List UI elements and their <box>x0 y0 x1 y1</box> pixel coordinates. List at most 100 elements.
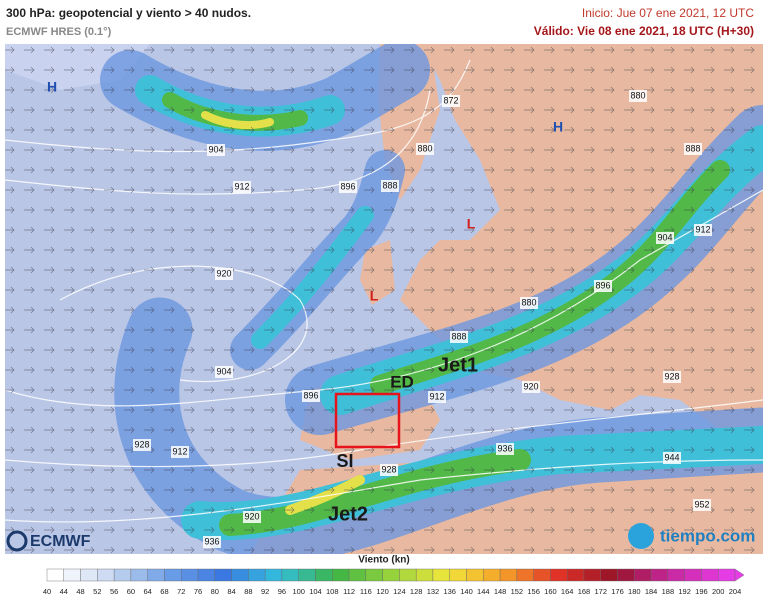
contour-label-bg <box>684 143 702 155</box>
colorbar-tick-label: 148 <box>494 587 507 596</box>
colorbar-tick-label: 204 <box>729 587 742 596</box>
contour-label: 920 <box>216 268 231 278</box>
colorbar-tick-label: 120 <box>376 587 389 596</box>
colorbar-tick-label: 48 <box>76 587 84 596</box>
colorbar-cell <box>382 568 400 582</box>
annotation: SI <box>336 451 353 471</box>
colorbar-tick-label: 40 <box>43 587 51 596</box>
ecmwf-text: ECMWF <box>30 533 91 550</box>
colorbar-cell <box>181 568 199 582</box>
colorbar-tick-label: 144 <box>477 587 490 596</box>
contour-label: 896 <box>303 390 318 400</box>
colorbar-tick-label: 176 <box>611 587 624 596</box>
contour-label-bg <box>339 181 357 193</box>
colorbar-tick-label: 64 <box>144 587 152 596</box>
colorbar-cell <box>80 568 98 582</box>
colorbar-tick-label: 72 <box>177 587 185 596</box>
contour-label: 952 <box>694 499 709 509</box>
colorbar-cell <box>332 568 350 582</box>
contour-label: 912 <box>429 391 444 401</box>
colorbar-cell <box>499 568 518 582</box>
colorbar-tick-label: 124 <box>393 587 406 596</box>
tiempo-text: tiempo.com <box>660 526 755 545</box>
contour-label-bg <box>302 390 320 402</box>
colorbar-tick-label: 60 <box>127 587 135 596</box>
colorbar-tick-label: 184 <box>645 587 658 596</box>
colorbar-cell <box>281 568 299 582</box>
colorbar-cell <box>399 568 417 582</box>
annotation: ED <box>390 372 414 391</box>
colorbar-tick-label: 108 <box>326 587 339 596</box>
contour-label: 920 <box>523 381 538 391</box>
contour-label-bg <box>243 511 261 523</box>
colorbar-tick-label: 92 <box>261 587 269 596</box>
contour-label-bg <box>693 499 711 511</box>
colorbar-cell <box>583 568 601 582</box>
colorbar-tick-label: 192 <box>678 587 691 596</box>
pressure-center: H <box>47 79 57 95</box>
colorbar-cell <box>650 568 669 582</box>
contour-label: 928 <box>134 439 149 449</box>
colorbar-cell <box>533 568 551 582</box>
colorbar-tick-label: 80 <box>211 587 219 596</box>
colorbar-tick-label: 128 <box>410 587 423 596</box>
colorbar-tick-label: 68 <box>160 587 168 596</box>
colorbar-tick-label: 168 <box>578 587 591 596</box>
contour-label: 872 <box>443 95 458 105</box>
start-time: Inicio: Jue 07 ene 2021, 12 UTC <box>582 6 754 20</box>
colorbar-cell <box>550 568 568 582</box>
contour-label: 920 <box>244 511 259 521</box>
legend-title: Viento (kn) <box>358 555 409 566</box>
colorbar-cell <box>667 568 685 582</box>
ecmwf-logo: ECMWF <box>6 530 91 552</box>
colorbar-tick-label: 88 <box>244 587 252 596</box>
colorbar-tick-label: 136 <box>443 587 456 596</box>
contour-label: 904 <box>216 366 231 376</box>
colorbar-cell <box>432 568 450 582</box>
contour-label-bg <box>215 268 233 280</box>
contour-label-bg <box>450 331 468 343</box>
colorbar-cell <box>348 568 367 582</box>
contour-label: 904 <box>657 232 672 242</box>
pressure-center: H <box>553 119 563 135</box>
colorbar-tick-label: 200 <box>712 587 725 596</box>
colorbar-cell <box>248 568 266 582</box>
colorbar-cell <box>264 568 283 582</box>
colorbar-cell <box>113 568 132 582</box>
colorbar-cell <box>197 568 216 582</box>
contour-label-bg <box>233 181 251 193</box>
colorbar-cell <box>449 568 467 582</box>
contour-label-bg <box>171 446 189 458</box>
colorbar-cell <box>566 568 585 582</box>
pressure-center: L <box>467 216 476 232</box>
contour-label-bg <box>520 297 538 309</box>
contour-label: 888 <box>451 331 466 341</box>
contour-label-bg <box>663 371 681 383</box>
contour-label-bg <box>442 95 460 107</box>
colorbar-cell <box>164 568 182 582</box>
colorbar-cell <box>63 568 81 582</box>
colorbar-tick-label: 104 <box>309 587 322 596</box>
contour-label-bg <box>594 280 612 292</box>
colorbar-tick-label: 112 <box>343 587 355 596</box>
colorbar-tick-label: 164 <box>561 587 574 596</box>
contour-label-bg <box>381 180 399 192</box>
contour-label: 912 <box>234 181 249 191</box>
contour-label: 880 <box>521 297 536 307</box>
colorbar-cell <box>617 568 635 582</box>
contour-label: 944 <box>664 452 679 462</box>
contour-label: 880 <box>630 90 645 100</box>
colorbar: 40 44 48 52 56 60 64 68 72 76 80 84 88 92 96 100 104 108 1… <box>43 568 745 596</box>
colorbar-cell <box>231 568 249 582</box>
colorbar-cell <box>684 568 702 582</box>
colorbar-tick-label: 160 <box>544 587 557 596</box>
colorbar-arrow <box>734 568 745 582</box>
contour-label: 936 <box>497 443 512 453</box>
colorbar-cell <box>214 568 232 582</box>
valid-time: Válido: Vie 08 ene 2021, 18 UTC (H+30) <box>534 24 754 38</box>
contour-label: 888 <box>685 143 700 153</box>
colorbar-tick-label: 132 <box>427 587 440 596</box>
colorbar-tick-label: 180 <box>628 587 641 596</box>
colorbar-cell <box>365 568 383 582</box>
